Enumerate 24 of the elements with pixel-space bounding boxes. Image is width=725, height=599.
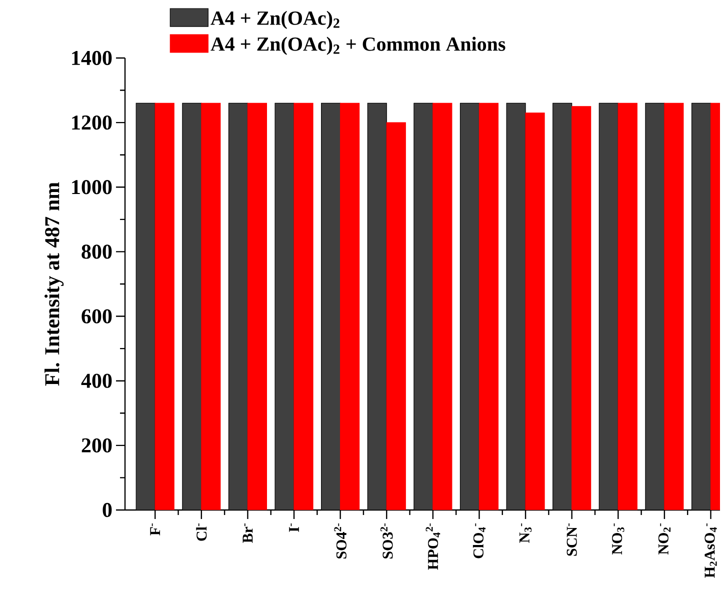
legend-label: A4 + Zn(OAc)$_{2}$ [210,10,340,29]
x-tick-label: SCN$^{-}$ [566,523,577,556]
x-tick-label: SO3$^{2-}$ [380,523,393,558]
y-axis-title: Fl. Intensity at 487 nm [44,182,64,386]
x-tick-label: Cl$^{-}$ [196,523,207,541]
x-tick-label: NO$_{2}$- [658,523,670,554]
x-tick-label: HPO$_{4}$2- [426,523,440,570]
y-tick-label: 1200 [72,115,112,130]
y-tick-label: 1400 [72,50,112,66]
legend-label: A4 + Zn(OAc)$_{2}$ + Common Anions [210,36,506,55]
x-tick-label: SO4$^{2-}$ [334,523,346,558]
x-tick-label: H$_{2}$AsO$_{4}$- [704,523,717,578]
y-tick-label: 600 [82,309,112,324]
y-tick-label: 1000 [72,180,112,194]
y-tick-label: 200 [82,438,112,452]
y-tick-label: 0 [102,502,112,518]
y-tick-label: 400 [81,374,112,388]
x-tick-label: F$^{-}$ [150,523,160,536]
x-tick-label: N$_{3}$- [519,523,532,543]
x-tick-label: I$^{-}$ [289,523,299,532]
y-tick-label: 800 [82,244,112,259]
x-tick-label: Br$^{-}$ [242,523,253,543]
x-tick-label: ClO$_{4}$- [472,523,486,558]
x-tick-label: NO$_{3}$- [612,523,624,554]
